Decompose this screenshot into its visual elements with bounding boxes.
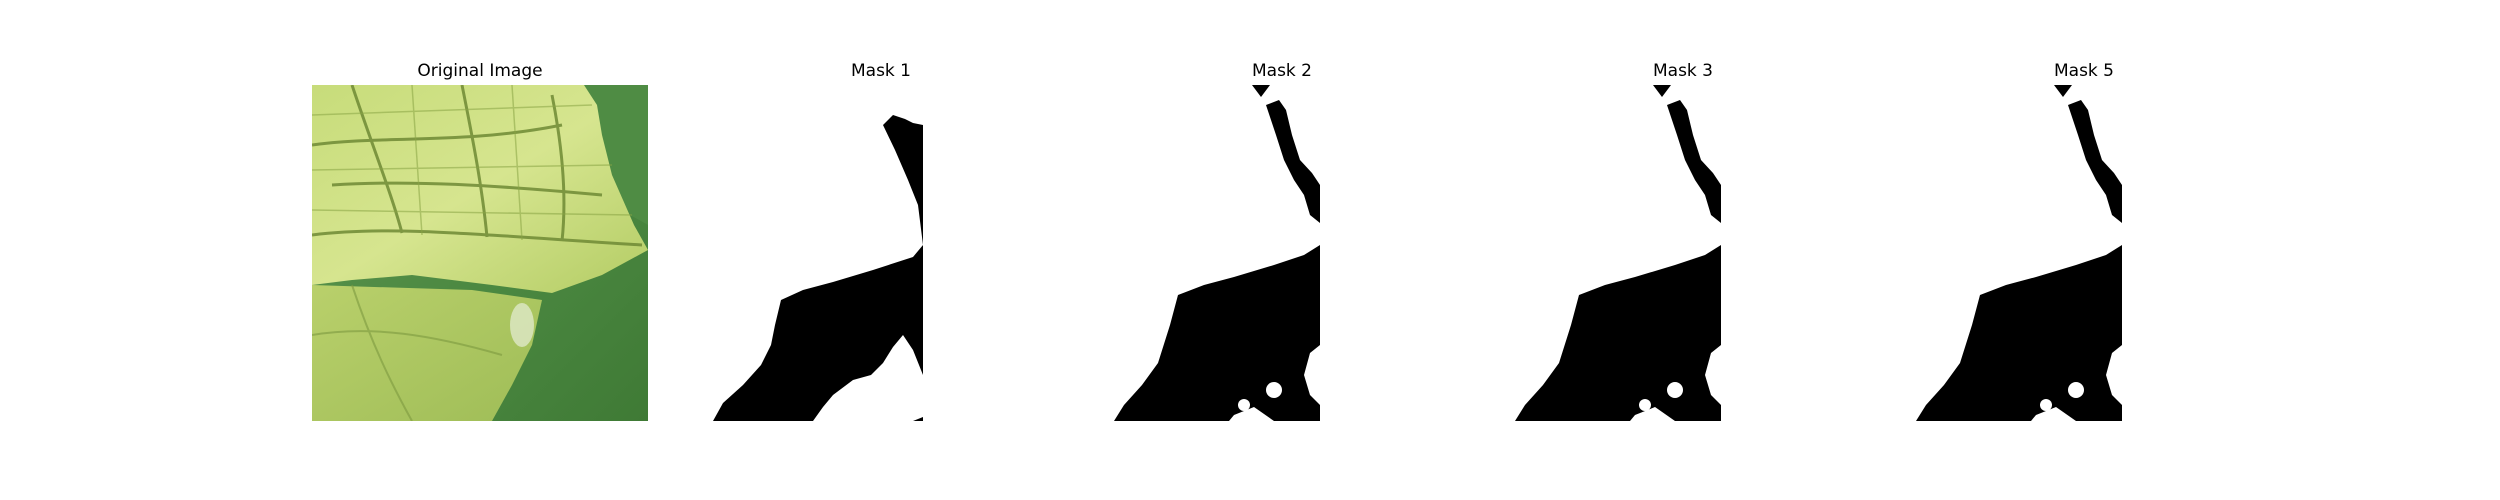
mask-1 xyxy=(713,85,1049,421)
leaf-photo xyxy=(312,85,648,421)
mask-region xyxy=(713,115,923,421)
mask-hole xyxy=(2068,382,2084,398)
panel-title-mask-2: Mask 2 xyxy=(1251,61,1312,81)
mask-2-image xyxy=(1114,85,1450,421)
mask-edge-strip xyxy=(1266,100,1320,223)
mask-2 xyxy=(1114,85,1450,421)
panel-title-mask-1: Mask 1 xyxy=(850,61,911,81)
mask-1-image xyxy=(713,85,1049,421)
mask-top-notch xyxy=(1653,85,1671,97)
mask-region xyxy=(1515,245,1721,421)
mask-hole xyxy=(1266,382,1282,398)
mask-edge-strip xyxy=(1667,100,1721,223)
mask-edge-strip xyxy=(2068,100,2122,223)
lower-leaf xyxy=(312,285,542,421)
mask-5 xyxy=(1916,85,2252,421)
leaf-veins xyxy=(312,85,643,247)
mask-top-notch xyxy=(2054,85,2072,97)
mask-3-image xyxy=(1515,85,1851,421)
mask-5-image xyxy=(1916,85,2252,421)
lower-leaf-veins xyxy=(312,284,503,421)
mask-hole xyxy=(1238,399,1250,411)
stem-highlight xyxy=(510,303,534,347)
mask-speck xyxy=(913,417,923,421)
original-image xyxy=(312,85,648,421)
panel-title-mask-5: Mask 5 xyxy=(2053,61,2114,81)
mask-3 xyxy=(1515,85,1851,421)
leaf-minor-veins xyxy=(312,85,633,241)
mask-region xyxy=(1916,245,2122,421)
panel-title-original-image: Original Image xyxy=(417,61,543,81)
panel-title-mask-3: Mask 3 xyxy=(1652,61,1713,81)
mask-hole xyxy=(1639,399,1651,411)
mask-hole xyxy=(2040,399,2052,411)
mask-region xyxy=(1114,245,1320,421)
mask-hole xyxy=(1667,382,1683,398)
mask-top-notch xyxy=(1252,85,1270,97)
